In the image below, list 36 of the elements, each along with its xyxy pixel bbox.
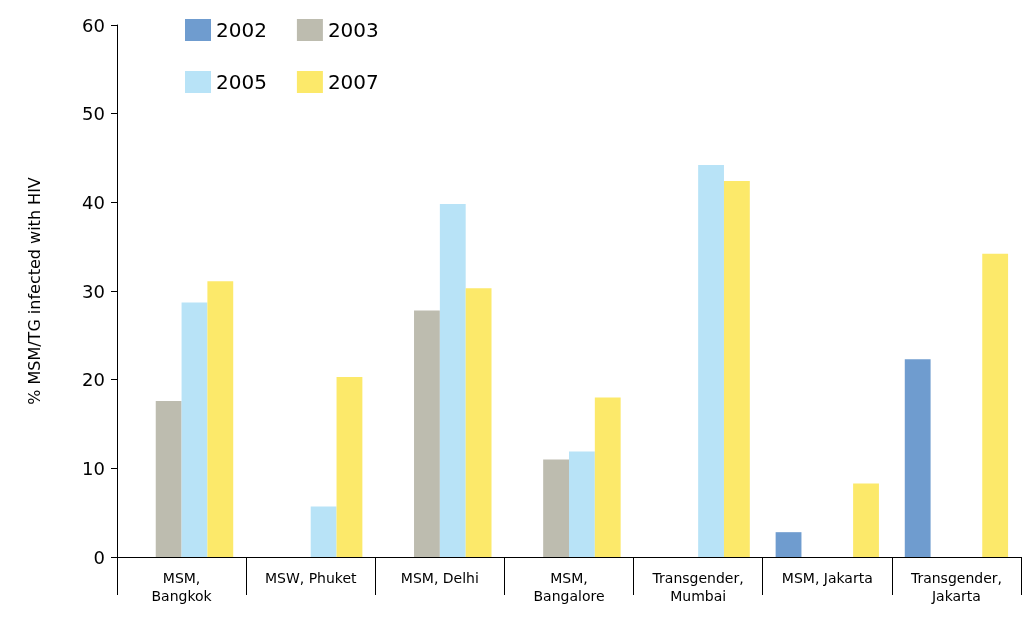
y-axis-title: % MSM/TG infected with HIV: [24, 177, 44, 405]
y-tick-label: 20: [82, 369, 105, 391]
bar: [155, 400, 182, 557]
x-tick-label: Transgender, Mumbai: [651, 570, 744, 604]
y-tick-label: 10: [82, 457, 105, 479]
bar: [207, 281, 234, 557]
bar: [982, 253, 1009, 557]
y-tick-label: 0: [93, 546, 105, 568]
x-tick-label: Transgender, Jakarta: [909, 570, 1002, 604]
bar: [853, 483, 879, 557]
bar: [775, 532, 802, 557]
x-tick-label: MSM, Delhi: [400, 570, 479, 586]
bar: [698, 165, 724, 557]
x-tick-label: MSM, Jakarta: [781, 570, 873, 586]
bar: [594, 397, 621, 557]
bar: [181, 302, 208, 557]
x-tick-label: MSW, Phuket: [264, 570, 358, 586]
bar: [465, 288, 492, 557]
bar: [439, 204, 466, 557]
legend-label: 2002: [216, 18, 267, 42]
y-tick-label: 40: [82, 191, 105, 213]
bar: [310, 506, 337, 557]
legend-label: 2007: [327, 70, 379, 94]
y-tick-label: 50: [82, 103, 105, 125]
legend-label: 2003: [327, 18, 379, 42]
bar: [414, 310, 440, 557]
bar: [336, 377, 363, 557]
legend-label: 2005: [216, 70, 267, 94]
x-tick-label: MSM, Bangkok: [151, 570, 213, 604]
bar: [904, 359, 931, 557]
bar: [569, 451, 595, 557]
y-tick-label: 30: [82, 280, 105, 302]
bar: [723, 181, 750, 557]
y-tick-label: 60: [82, 14, 105, 36]
bar: [543, 459, 569, 557]
x-tick-label: MSM, Bangalore: [533, 570, 605, 604]
